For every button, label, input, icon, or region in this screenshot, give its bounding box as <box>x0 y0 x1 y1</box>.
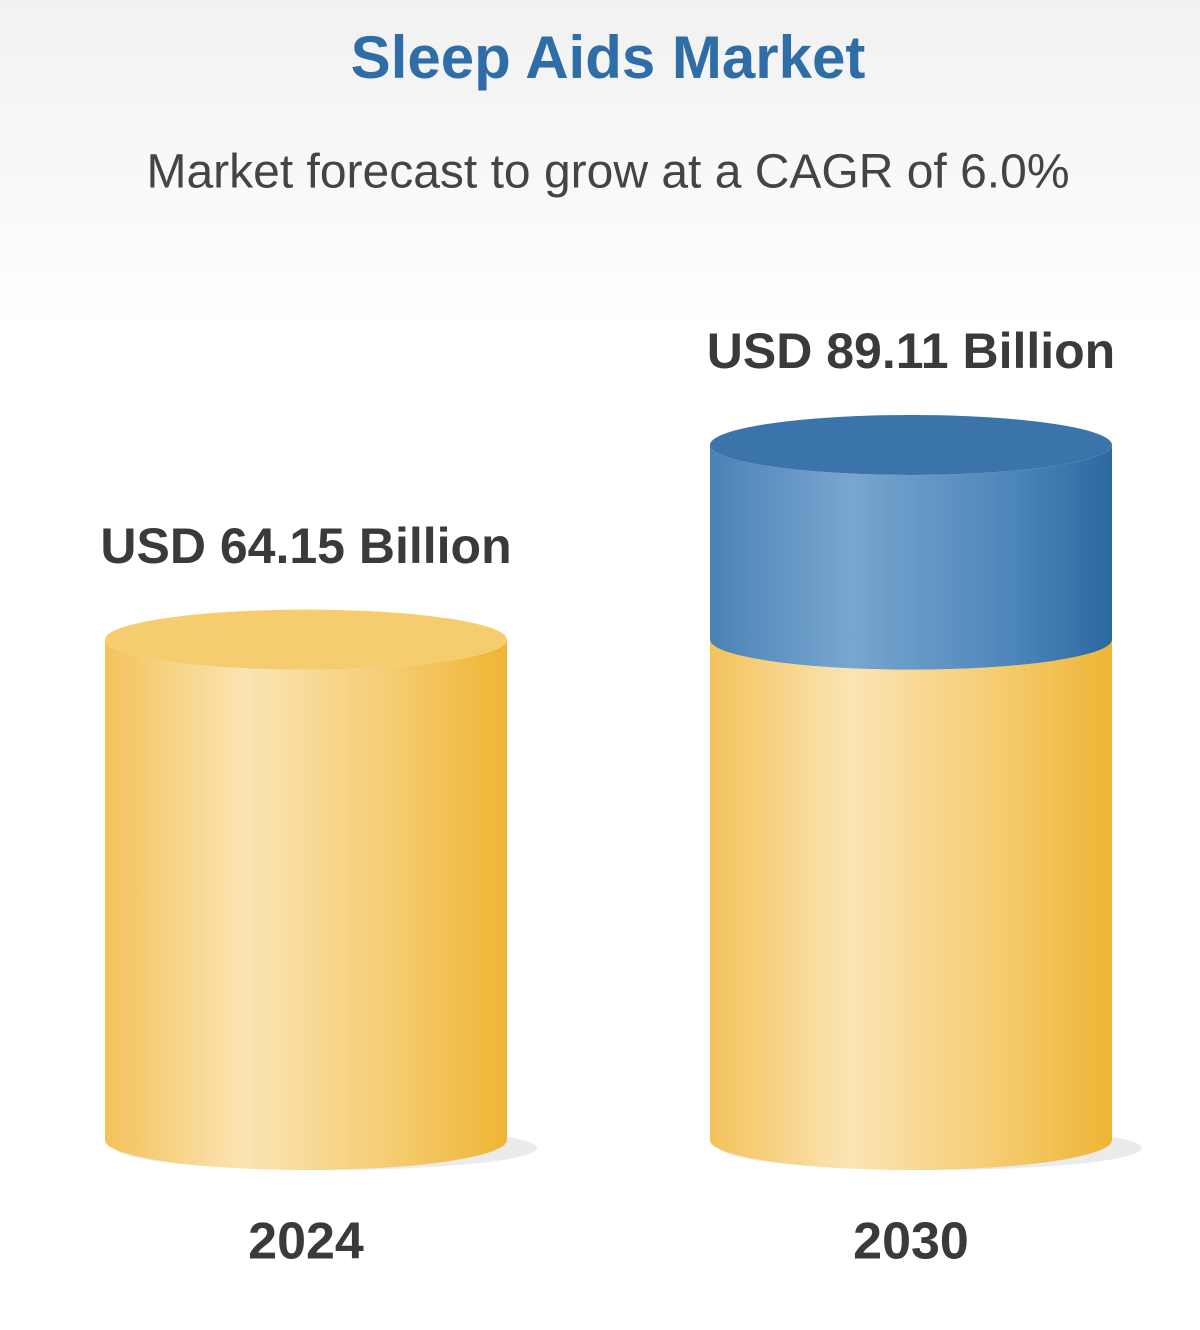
value-label: USD 64.15 Billion <box>100 518 511 574</box>
cylinder-growth <box>710 444 1112 670</box>
cylinder-top <box>710 414 1112 475</box>
cylinder-body <box>710 639 1112 1170</box>
value-label: USD 89.11 Billion <box>707 323 1115 379</box>
category-label: 2030 <box>853 1213 969 1271</box>
chart-title: Sleep Aids Market <box>351 24 866 91</box>
cylinder <box>105 609 507 1170</box>
cylinder-body <box>105 639 507 1170</box>
category-label: 2024 <box>248 1213 364 1271</box>
chart-subtitle: Market forecast to grow at a CAGR of 6.0… <box>146 146 1069 199</box>
cylinder <box>710 414 1112 1170</box>
cylinder-top <box>105 609 507 670</box>
